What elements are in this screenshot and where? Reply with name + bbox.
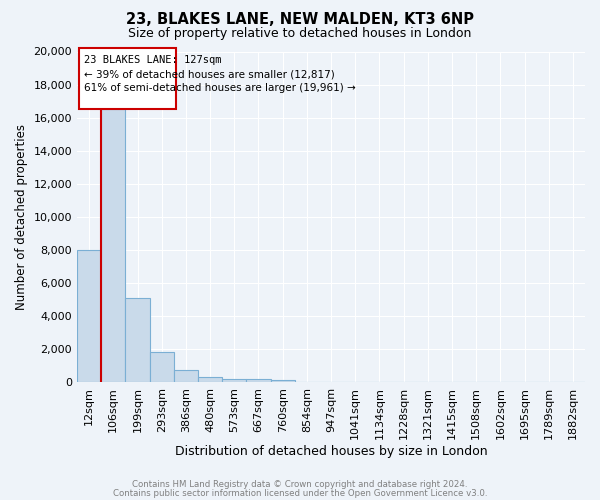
Text: 23 BLAKES LANE: 127sqm: 23 BLAKES LANE: 127sqm	[84, 55, 222, 65]
Bar	[149, 352, 174, 382]
Bar	[222, 378, 247, 382]
Text: Contains HM Land Registry data © Crown copyright and database right 2024.: Contains HM Land Registry data © Crown c…	[132, 480, 468, 489]
Bar	[77, 250, 101, 382]
Text: 23, BLAKES LANE, NEW MALDEN, KT3 6NP: 23, BLAKES LANE, NEW MALDEN, KT3 6NP	[126, 12, 474, 28]
Bar	[125, 298, 149, 382]
Bar	[271, 380, 295, 382]
Bar	[174, 370, 198, 382]
Y-axis label: Number of detached properties: Number of detached properties	[15, 124, 28, 310]
Text: Size of property relative to detached houses in London: Size of property relative to detached ho…	[128, 28, 472, 40]
FancyBboxPatch shape	[79, 48, 176, 110]
Bar	[198, 377, 222, 382]
Bar	[101, 110, 125, 382]
X-axis label: Distribution of detached houses by size in London: Distribution of detached houses by size …	[175, 444, 487, 458]
Text: 61% of semi-detached houses are larger (19,961) →: 61% of semi-detached houses are larger (…	[84, 83, 356, 93]
Text: Contains public sector information licensed under the Open Government Licence v3: Contains public sector information licen…	[113, 488, 487, 498]
Text: ← 39% of detached houses are smaller (12,817): ← 39% of detached houses are smaller (12…	[84, 70, 335, 80]
Bar	[247, 380, 271, 382]
